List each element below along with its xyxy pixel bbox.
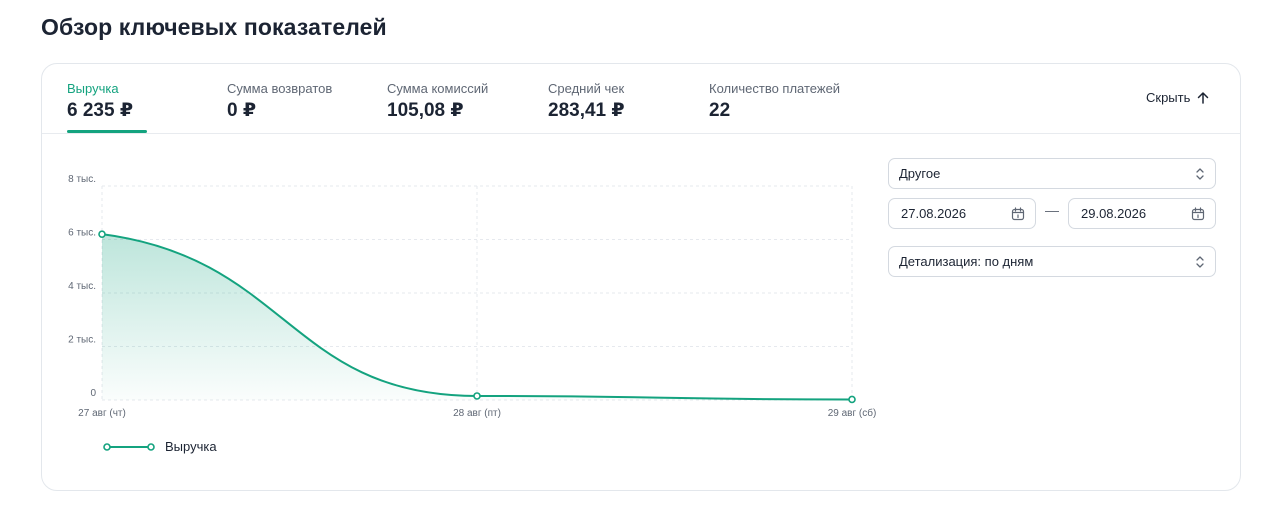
tab-payments-count-value: 22 (709, 100, 731, 121)
chart-legend[interactable]: Выручка (103, 439, 217, 454)
active-tab-indicator (67, 130, 147, 133)
calendar-icon[interactable] (1191, 206, 1205, 221)
chevron-up-down-icon (1195, 255, 1205, 269)
date-from-field[interactable]: 27.08.2026 (888, 198, 1036, 229)
metrics-card: Выручка 6 235 ₽ Сумма возвратов 0 ₽ Сумм… (41, 63, 1241, 491)
chart-svg: 0 2 тыс. 4 тыс. 6 тыс. 8 тыс. 27 авг (чт) 28 а… (68, 174, 877, 419)
metric-tabs: Выручка 6 235 ₽ Сумма возвратов 0 ₽ Сумм… (42, 64, 1240, 134)
series-line (101, 233, 853, 401)
detail-select[interactable]: Детализация: по дням (888, 246, 1216, 277)
y-tick-label: 6 тыс. (68, 228, 96, 239)
date-range-separator: — (1045, 202, 1059, 218)
date-from-value: 27.08.2026 (901, 206, 967, 221)
tab-average-check-value: 283,41 ₽ (548, 100, 625, 121)
detail-select-value: Детализация: по дням (899, 254, 1034, 269)
x-tick-label: 28 авг (пт) (453, 408, 501, 419)
y-tick-label: 4 тыс. (68, 281, 96, 292)
legend-label: Выручка (165, 439, 217, 454)
tab-refunds-value: 0 ₽ (227, 100, 257, 121)
tab-average-check-label: Средний чек (548, 81, 625, 96)
date-to-field[interactable]: 29.08.2026 (1068, 198, 1216, 229)
period-select-value: Другое (899, 166, 941, 181)
period-select[interactable]: Другое (888, 158, 1216, 189)
y-tick-label: 8 тыс. (68, 174, 96, 185)
arrow-up-icon (1196, 91, 1210, 105)
tab-refunds[interactable]: Сумма возвратов 0 ₽ (227, 81, 332, 122)
data-point (848, 395, 856, 404)
data-point (98, 230, 106, 238)
tab-commissions-label: Сумма комиссий (387, 81, 489, 96)
date-to-value: 29.08.2026 (1081, 206, 1147, 221)
tab-payments-count[interactable]: Количество платежей 22 (709, 81, 840, 122)
tab-revenue-value: 6 235 ₽ (67, 100, 134, 121)
legend-line-icon (103, 442, 155, 451)
y-tick-label: 2 тыс. (68, 335, 96, 346)
tab-revenue-label: Выручка (67, 81, 119, 96)
hide-button-label: Скрыть (1146, 90, 1191, 105)
tab-refunds-label: Сумма возвратов (227, 81, 333, 96)
tab-payments-count-label: Количество платежей (709, 81, 841, 96)
calendar-icon[interactable] (1011, 206, 1025, 221)
series-area-fill (102, 234, 852, 400)
tab-commissions-value: 105,08 ₽ (387, 100, 464, 121)
data-point (473, 392, 481, 400)
hide-button[interactable]: Скрыть (1146, 90, 1210, 105)
tab-commissions[interactable]: Сумма комиссий 105,08 ₽ (387, 81, 488, 122)
x-tick-label: 27 авг (чт) (78, 408, 126, 419)
y-tick-label: 0 (90, 388, 96, 399)
x-tick-label: 29 авг (сб) (828, 407, 877, 419)
page-title: Обзор ключевых показателей (41, 14, 387, 40)
tab-revenue[interactable]: Выручка 6 235 ₽ (67, 81, 133, 122)
chevron-up-down-icon (1195, 167, 1205, 181)
tab-average-check[interactable]: Средний чек 283,41 ₽ (548, 81, 625, 122)
